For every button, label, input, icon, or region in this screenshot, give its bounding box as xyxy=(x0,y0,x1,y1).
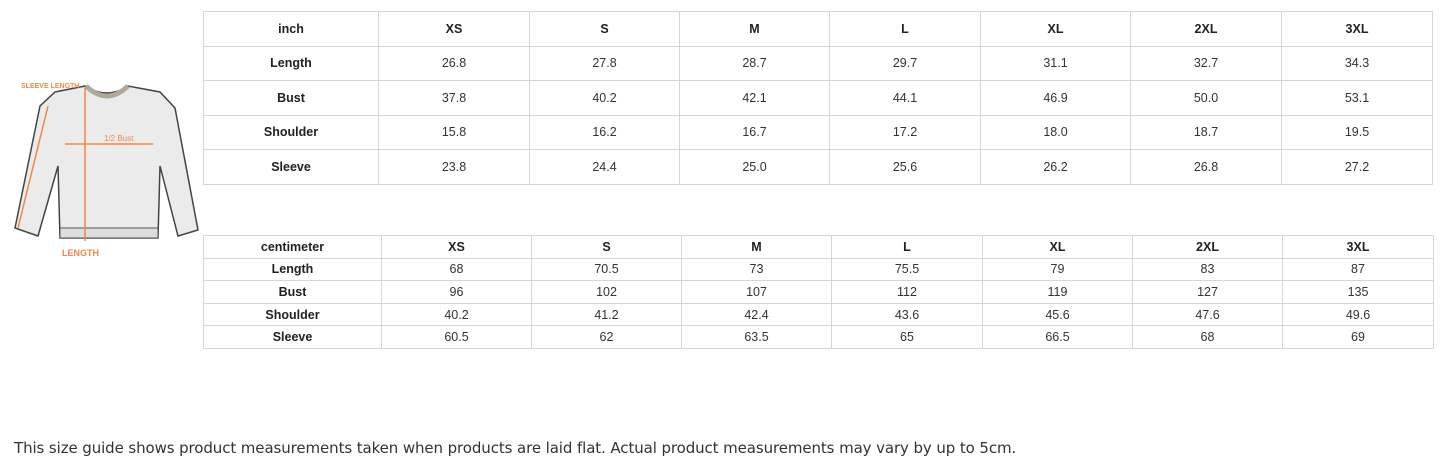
bust-label: 1/2 Bust xyxy=(104,134,134,143)
size-header: XS xyxy=(378,11,530,47)
table-cell: 26.8 xyxy=(1130,149,1282,185)
table-cell: 18.7 xyxy=(1130,114,1282,150)
table-cell: 44.1 xyxy=(829,80,981,116)
table-cell: 49.6 xyxy=(1282,302,1434,327)
size-header: XL xyxy=(980,11,1131,47)
row-label: Sleeve xyxy=(203,325,382,349)
size-header: XS xyxy=(381,235,532,259)
table-cell: 19.5 xyxy=(1281,114,1433,150)
row-label: Length xyxy=(203,257,382,282)
size-guide-note: This size guide shows product measuremen… xyxy=(14,439,1017,457)
table-row: Bust 96 102 107 112 119 127 135 xyxy=(203,280,1434,304)
table-cell: 75.5 xyxy=(831,257,983,282)
table-cell: 60.5 xyxy=(381,325,532,349)
table-cell: 73 xyxy=(681,257,832,282)
row-label: Bust xyxy=(203,280,382,304)
table-cell: 63.5 xyxy=(681,325,832,349)
size-header: S xyxy=(531,235,682,259)
table-cell: 87 xyxy=(1282,257,1434,282)
table-cell: 46.9 xyxy=(980,80,1131,116)
row-label: Sleeve xyxy=(203,149,379,185)
table-cell: 40.2 xyxy=(381,302,532,327)
table-row: Sleeve 60.5 62 63.5 65 66.5 68 69 xyxy=(203,325,1434,349)
table-cell: 32.7 xyxy=(1130,45,1282,81)
row-label: Shoulder xyxy=(203,302,382,327)
size-header: 3XL xyxy=(1282,235,1434,259)
table-cell: 135 xyxy=(1282,280,1434,304)
table-cell: 68 xyxy=(381,257,532,282)
table-cell: 15.8 xyxy=(378,114,530,150)
table-row: Sleeve 23.8 24.4 25.0 25.6 26.2 26.8 27.2 xyxy=(203,149,1433,185)
table-cell: 26.8 xyxy=(378,45,530,81)
unit-header: inch xyxy=(203,11,379,47)
table-row: Bust 37.8 40.2 42.1 44.1 46.9 50.0 53.1 xyxy=(203,80,1433,116)
size-header: M xyxy=(679,11,830,47)
unit-header: centimeter xyxy=(203,235,382,259)
table-cell: 102 xyxy=(531,280,682,304)
sweater-measurement-illustration: SLEEVE LENGTH 1/2 Bust LENGTH xyxy=(14,83,199,258)
table-cell: 45.6 xyxy=(982,302,1133,327)
size-header: XL xyxy=(982,235,1133,259)
table-cell: 23.8 xyxy=(378,149,530,185)
table-cell: 24.4 xyxy=(529,149,680,185)
table-cell: 107 xyxy=(681,280,832,304)
table-cell: 47.6 xyxy=(1132,302,1283,327)
table-cell: 69 xyxy=(1282,325,1434,349)
row-label: Length xyxy=(203,45,379,81)
header-row: centimeter XS S M L XL 2XL 3XL xyxy=(203,235,1434,259)
table-cell: 41.2 xyxy=(531,302,682,327)
table-cell: 50.0 xyxy=(1130,80,1282,116)
table-cell: 28.7 xyxy=(679,45,830,81)
table-cell: 16.2 xyxy=(529,114,680,150)
table-cell: 43.6 xyxy=(831,302,983,327)
size-header: S xyxy=(529,11,680,47)
table-cell: 112 xyxy=(831,280,983,304)
table-cell: 25.6 xyxy=(829,149,981,185)
table-cell: 62 xyxy=(531,325,682,349)
table-row: Length 68 70.5 73 75.5 79 83 87 xyxy=(203,257,1434,282)
table-cell: 68 xyxy=(1132,325,1283,349)
table-cell: 42.4 xyxy=(681,302,832,327)
table-cell: 70.5 xyxy=(531,257,682,282)
table-cell: 37.8 xyxy=(378,80,530,116)
sleeve-length-label: SLEEVE LENGTH xyxy=(21,83,79,90)
size-header: L xyxy=(831,235,983,259)
table-cell: 18.0 xyxy=(980,114,1131,150)
table-cell: 34.3 xyxy=(1281,45,1433,81)
row-label: Bust xyxy=(203,80,379,116)
row-label: Shoulder xyxy=(203,114,379,150)
table-cell: 26.2 xyxy=(980,149,1131,185)
table-row: Length 26.8 27.8 28.7 29.7 31.1 32.7 34.3 xyxy=(203,45,1433,81)
table-cell: 27.2 xyxy=(1281,149,1433,185)
table-cell: 79 xyxy=(982,257,1133,282)
size-header: L xyxy=(829,11,981,47)
table-cell: 31.1 xyxy=(980,45,1131,81)
table-cell: 29.7 xyxy=(829,45,981,81)
size-header: 3XL xyxy=(1281,11,1433,47)
table-cell: 66.5 xyxy=(982,325,1133,349)
inch-size-table: inch XS S M L XL 2XL 3XL Length 26.8 27.8 28.7 29.7 3… xyxy=(203,11,1433,185)
table-cell: 27.8 xyxy=(529,45,680,81)
table-row: Shoulder 40.2 41.2 42.4 43.6 45.6 47.6 49.6 xyxy=(203,302,1434,327)
table-cell: 40.2 xyxy=(529,80,680,116)
table-row: Shoulder 15.8 16.2 16.7 17.2 18.0 18.7 19.5 xyxy=(203,114,1433,150)
table-cell: 127 xyxy=(1132,280,1283,304)
table-cell: 25.0 xyxy=(679,149,830,185)
table-cell: 83 xyxy=(1132,257,1283,282)
length-label: LENGTH xyxy=(62,248,99,258)
table-cell: 65 xyxy=(831,325,983,349)
table-cell: 119 xyxy=(982,280,1133,304)
table-cell: 42.1 xyxy=(679,80,830,116)
centimeter-size-table: centimeter XS S M L XL 2XL 3XL Length 68 70.5 73 75.… xyxy=(203,235,1434,349)
header-row: inch XS S M L XL 2XL 3XL xyxy=(203,11,1433,47)
table-cell: 16.7 xyxy=(679,114,830,150)
size-header: 2XL xyxy=(1132,235,1283,259)
table-cell: 53.1 xyxy=(1281,80,1433,116)
table-cell: 96 xyxy=(381,280,532,304)
table-cell: 17.2 xyxy=(829,114,981,150)
size-header: 2XL xyxy=(1130,11,1282,47)
size-header: M xyxy=(681,235,832,259)
